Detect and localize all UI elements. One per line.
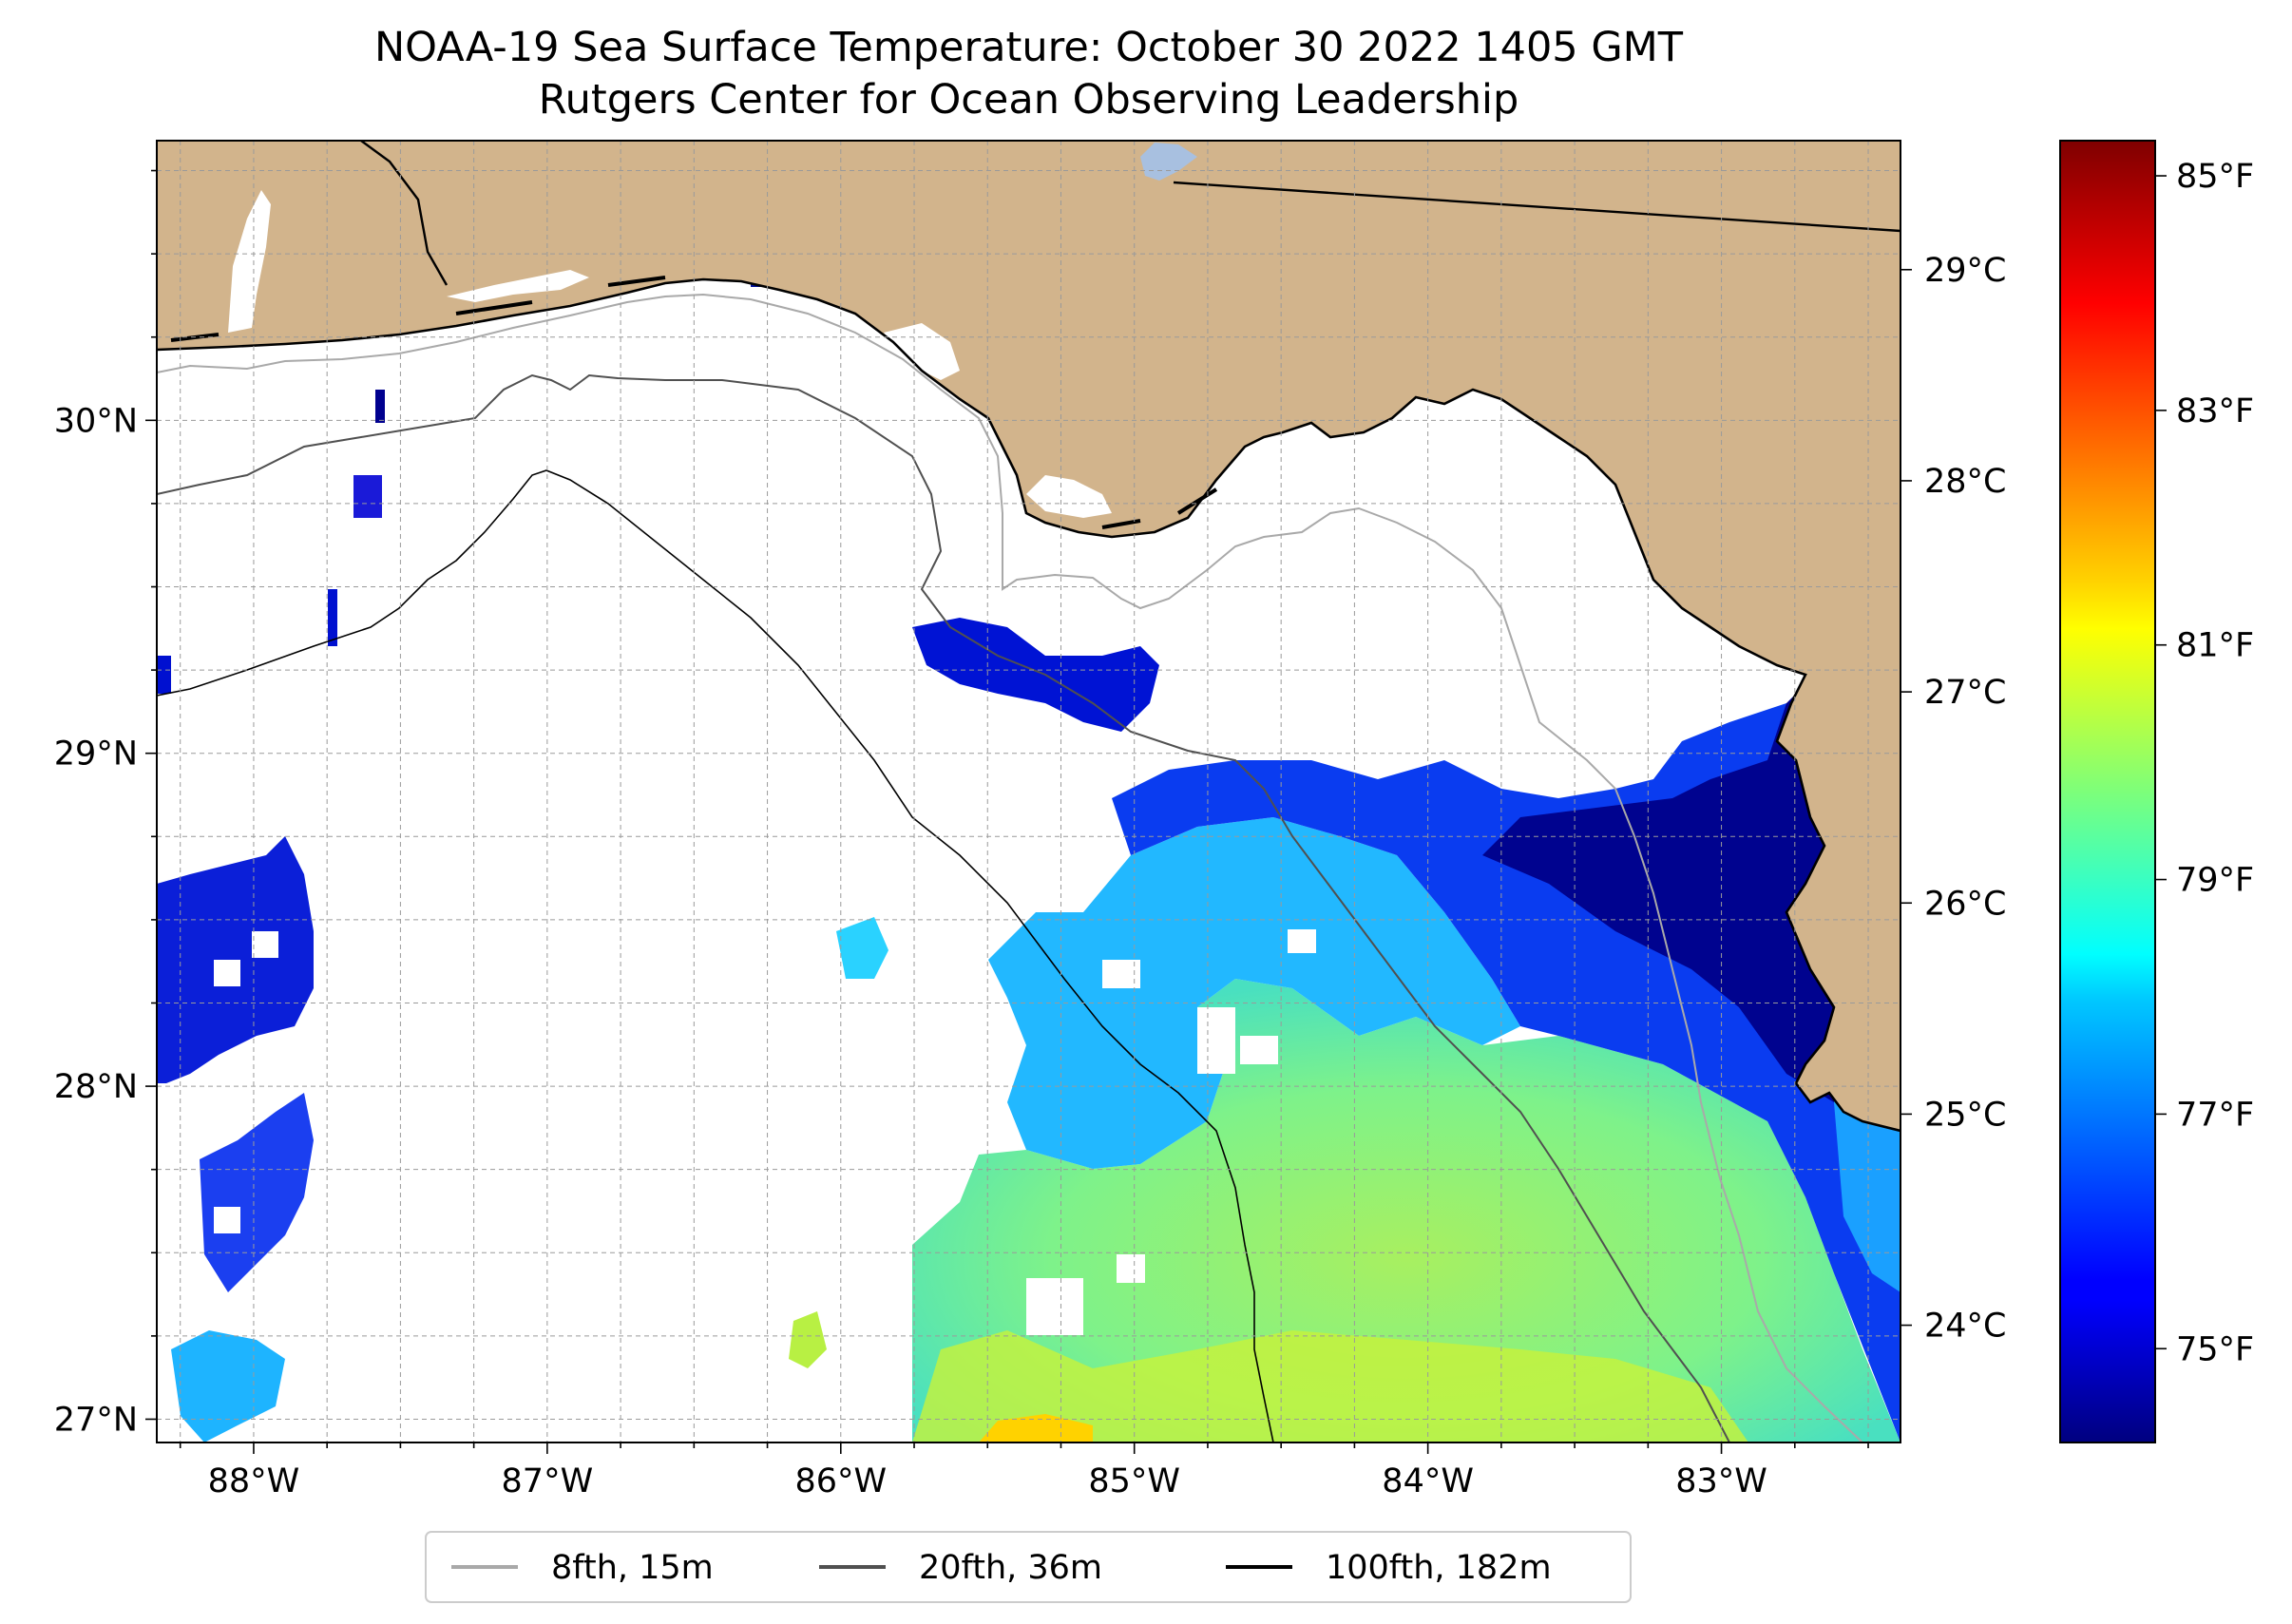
sst-warm-region	[912, 979, 1900, 1442]
lon-tick-label: 87°W	[502, 1462, 594, 1500]
sst-small-patch	[375, 390, 385, 423]
colorbar-f-tick-label: 81°F	[2176, 627, 2254, 665]
isobath-legend: 8fth, 15m 20fth, 36m 100fth, 182m	[425, 1531, 1632, 1603]
colorbar-frame	[2059, 140, 2156, 1443]
colorbar-celsius-axis: 24°C 25°C 26°C 27°C 28°C 29°C	[1900, 252, 2006, 1346]
lon-tick-label: 84°W	[1382, 1462, 1474, 1500]
plot-frame	[156, 140, 1901, 1443]
cloud-gap	[1026, 1278, 1083, 1335]
colorbar-c-tick-label: 25°C	[1924, 1096, 2006, 1134]
sst-blue-patch-west-2	[200, 1093, 314, 1292]
colorbar-fahrenheit-axis: 75°F 77°F 79°F 81°F 83°F 85°F	[2155, 158, 2254, 1368]
sst-blue-patch-north	[912, 618, 1159, 732]
sst-small-patch	[157, 656, 171, 694]
colorbar-c-tick-label: 28°C	[1924, 463, 2006, 501]
map-title: NOAA-19 Sea Surface Temperature: October…	[373, 24, 1684, 71]
colorbar-c-tick-label: 26°C	[1924, 885, 2006, 923]
lon-tick-label: 88°W	[208, 1462, 300, 1500]
cloud-gap	[1288, 929, 1316, 953]
cloud-gap	[1197, 1007, 1235, 1074]
lat-tick-label: 28°N	[54, 1068, 138, 1106]
lat-tick-label: 27°N	[54, 1401, 138, 1439]
sst-field	[157, 263, 1900, 1442]
isobath-20fth	[157, 373, 1730, 1442]
sst-cyan-band	[988, 817, 1520, 1169]
colorbar-gradient	[2060, 141, 2155, 1442]
legend-label: 100fth, 182m	[1326, 1549, 1552, 1587]
land-mass	[157, 141, 1900, 1131]
bay-choctawhatchee	[447, 270, 589, 302]
cloud-gap	[1117, 1254, 1145, 1283]
colorbar-c-tick-label: 29°C	[1924, 252, 2006, 290]
longitude-axis: 88°W 87°W 86°W 85°W 84°W 83°W	[179, 1442, 1869, 1500]
colorbar-f-tick-label: 79°F	[2176, 862, 2254, 900]
bay-apalachicola	[1026, 475, 1112, 518]
lon-tick-label: 86°W	[794, 1462, 887, 1500]
sst-orange-spot	[979, 1414, 1093, 1442]
colorbar-f-tick-label: 83°F	[2176, 392, 2254, 430]
lon-tick-label: 85°W	[1088, 1462, 1180, 1500]
isobath-100fth	[157, 469, 1274, 1442]
colorbar-f-tick-label: 77°F	[2176, 1096, 2254, 1134]
colorbar-c-tick-label: 27°C	[1924, 674, 2006, 712]
cloud-gap	[214, 960, 240, 986]
colorbar-f-tick-label: 75°F	[2176, 1330, 2254, 1368]
bay-pensacola	[228, 190, 271, 333]
legend-frame	[425, 1531, 1632, 1603]
colorbar-f-tick-label: 85°F	[2176, 158, 2254, 196]
cloud-gap	[252, 931, 278, 958]
map-subtitle: Rutgers Center for Ocean Observing Leade…	[538, 76, 1519, 124]
colorbar-c-tick-label: 24°C	[1924, 1308, 2006, 1346]
cloud-gap	[214, 1207, 240, 1233]
lon-tick-label: 83°W	[1675, 1462, 1767, 1500]
coastline	[157, 277, 1900, 1133]
lat-tick-label: 30°N	[54, 402, 138, 440]
sst-navy-nearshore	[1482, 684, 1881, 1102]
latitude-axis: 27°N 28°N 29°N 30°N	[54, 169, 157, 1439]
cloud-gap	[1240, 1036, 1278, 1064]
state-border	[360, 141, 1900, 286]
sst-cyan-patch-sw	[171, 1330, 285, 1442]
sst-small-patch	[328, 589, 337, 646]
gridlines	[157, 141, 1900, 1442]
isobath-8fth	[157, 293, 1863, 1442]
lake-seminole	[1140, 143, 1197, 181]
legend-label: 8fth, 15m	[551, 1549, 714, 1587]
sst-yellow-patch	[912, 1330, 1748, 1442]
sst-green-patch	[789, 1311, 827, 1368]
sst-cyan-patch-mid	[836, 917, 888, 979]
legend-label: 20fth, 36m	[919, 1549, 1102, 1587]
sst-small-patch	[353, 475, 382, 518]
lat-tick-label: 29°N	[54, 736, 138, 774]
